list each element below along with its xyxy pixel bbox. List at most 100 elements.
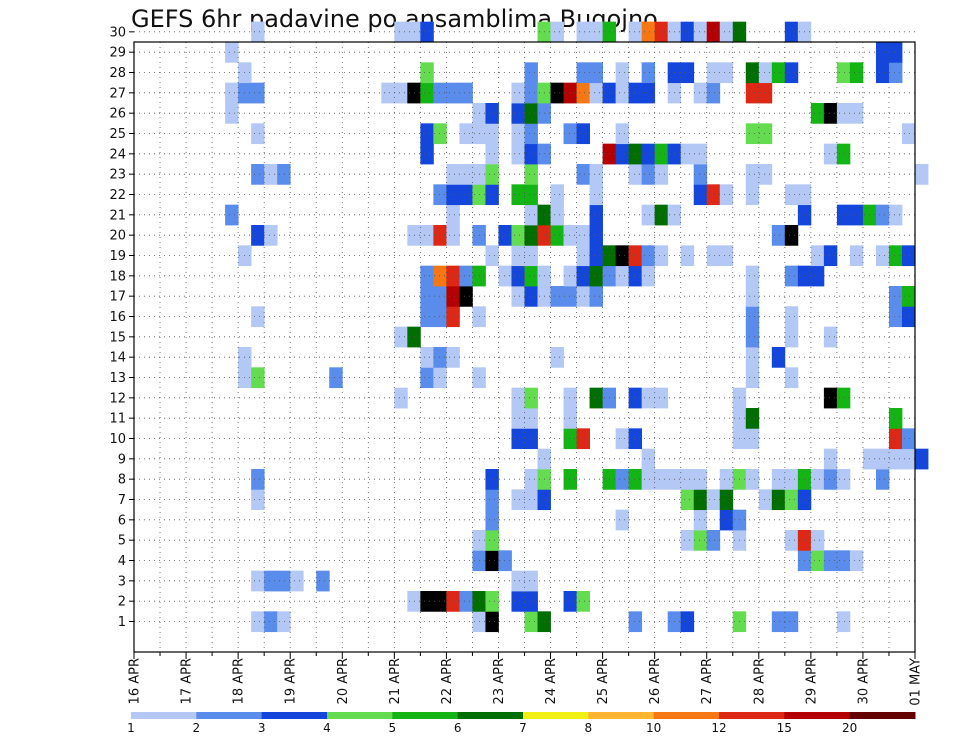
heatmap-cell [758,82,773,104]
heatmap-cell [784,306,799,328]
heatmap-cell [875,42,890,63]
y-tick-label: 15 [109,330,126,345]
y-tick-label: 2 [118,595,126,610]
heatmap-cell [563,286,577,307]
heatmap-cell [264,164,278,185]
heatmap-cell [524,408,538,429]
heatmap-cell [576,286,590,307]
heatmap-cell [641,469,656,490]
heatmap-cell [745,367,760,389]
heatmap-cell [511,570,525,592]
colorbar-swatch [261,712,328,719]
heatmap-cell [628,245,643,267]
heatmap-cell [719,184,734,206]
heatmap-cell [784,62,799,84]
heatmap-cell [550,184,564,206]
heatmap-cell [576,62,590,84]
heatmap-cell [511,286,525,307]
heatmap-cell [446,591,460,612]
colorbar-swatch [523,712,589,719]
heatmap-cell [563,428,577,450]
heatmap-cell [745,82,760,104]
heatmap-cell [823,550,838,572]
heatmap-cell [511,408,525,429]
heatmap-cell [706,245,721,267]
heatmap-cell [511,184,525,206]
heatmap-cell [498,265,512,287]
y-tick-label: 25 [109,127,126,142]
heatmap-cell [771,611,786,633]
heatmap-cell [446,347,460,368]
heatmap-cell [524,387,538,409]
heatmap-cell [641,245,656,267]
heatmap-cell [680,530,695,551]
heatmap-cell [693,164,708,185]
heatmap-cell [615,245,630,267]
heatmap-cell [875,62,890,84]
heatmap-cell [550,225,564,246]
heatmap-cell [706,82,721,104]
heatmap-cell [641,143,656,165]
colorbar-swatch [327,712,393,719]
heatmap-cell [628,428,643,450]
heatmap-cell [563,225,577,246]
heatmap-cell [563,123,577,145]
heatmap-cell [836,62,851,84]
heatmap-cell [225,204,239,226]
heatmap-cell [251,611,265,633]
x-tick-label: 23 APR [492,658,507,704]
heatmap-cell [823,245,838,267]
heatmap-cell [563,469,577,490]
heatmap-cell [641,21,656,43]
heatmap-cell [524,123,538,145]
heatmap-cell [784,530,799,551]
heatmap-cell [836,469,851,490]
heatmap-cell [615,82,630,104]
x-tick-label: 30 APR [856,658,871,704]
heatmap-cell [511,428,525,450]
heatmap-cell [810,469,825,490]
heatmap-cell [810,245,825,267]
heatmap-cell [745,62,760,84]
heatmap-cell [446,225,460,246]
heatmap-cell [823,143,838,165]
heatmap-cell [420,123,434,145]
heatmap-cell [394,326,408,348]
heatmap-cell [420,306,434,328]
heatmap-cell [888,62,903,84]
heatmap-cell [706,21,721,43]
heatmap-cell [719,489,734,511]
heatmap-cell [771,347,786,368]
heatmap-cell [706,489,721,511]
heatmap-cell [628,164,643,185]
heatmap-cell [823,326,838,348]
y-tick-label: 16 [109,310,126,325]
heatmap-cell [524,245,538,267]
heatmap-cell [680,21,695,43]
heatmap-cell [550,286,564,307]
heatmap-cell [680,611,695,633]
heatmap-cell [810,530,825,551]
heatmap-cell [654,245,669,267]
heatmap-cell [875,469,890,490]
y-tick-label: 17 [109,290,126,305]
heatmap-cell [615,469,630,490]
colorbar-label: 7 [519,721,527,735]
heatmap-cell [641,448,656,470]
heatmap-cell [485,164,499,185]
heatmap-cell [459,123,473,145]
heatmap-cell [784,326,799,348]
heatmap-cell [524,62,538,84]
heatmap-cell [901,428,916,450]
heatmap-cell [706,530,721,551]
heatmap-cell [524,225,538,246]
heatmap-cell [589,184,603,206]
heatmap-cell [784,469,799,490]
heatmap-cell [915,164,929,185]
heatmap-cell [524,469,538,490]
x-tick-label: 24 APR [544,658,559,704]
colorbar-label: 4 [323,721,331,735]
heatmap-cell [576,123,590,145]
heatmap-cell [901,306,916,328]
heatmap-cell [615,62,630,84]
